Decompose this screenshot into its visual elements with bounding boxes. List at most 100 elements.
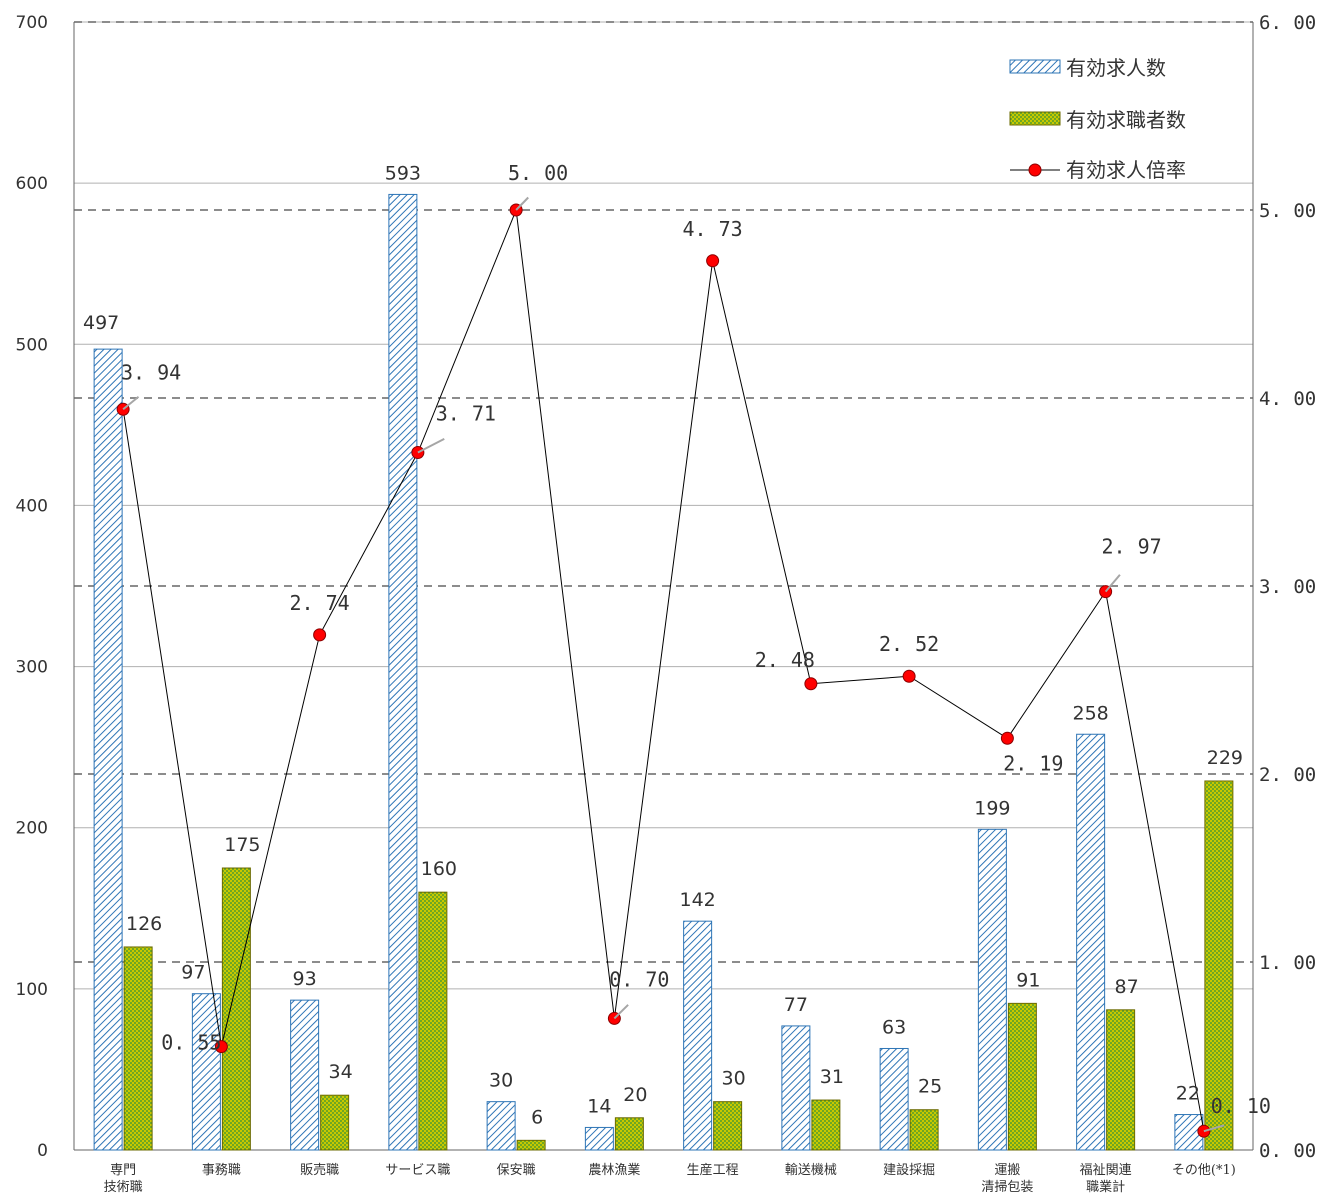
ratio-label: 0. 70 xyxy=(609,967,669,991)
right-tick-label: 6. 00 xyxy=(1259,12,1316,34)
legend-swatch-seekers xyxy=(1009,111,1061,126)
ratio-label-leader xyxy=(417,438,445,454)
x-category-label: 専門 xyxy=(110,1163,136,1178)
x-category-label: 技術職 xyxy=(104,1180,143,1195)
x-category-label: 清掃包装 xyxy=(981,1179,1033,1195)
ratio-point xyxy=(706,254,720,268)
bar-label-job-openings: 30 xyxy=(489,1070,513,1092)
legend-swatch-openings xyxy=(1009,59,1061,74)
ratio-label: 5. 00 xyxy=(508,161,568,185)
ratio-label-leader xyxy=(515,196,529,211)
bar-job-seekers xyxy=(713,1101,743,1151)
bar-label-job-openings: 93 xyxy=(293,968,317,990)
bar-label-job-seekers: 160 xyxy=(421,858,457,880)
bar-job-seekers xyxy=(418,891,448,1151)
ratio-label-leader xyxy=(122,396,140,411)
legend-label-ratio: 有効求人倍率 xyxy=(1066,158,1186,182)
bar-label-job-seekers: 34 xyxy=(329,1061,353,1083)
bar-job-openings xyxy=(781,1025,811,1151)
bar-job-openings xyxy=(191,993,221,1151)
ratio-point xyxy=(804,677,818,691)
bar-label-job-seekers: 91 xyxy=(1016,969,1040,991)
bar-job-seekers xyxy=(123,946,153,1151)
bar-job-openings xyxy=(584,1126,614,1151)
ratio-label: 2. 48 xyxy=(755,648,815,672)
bar-label-job-openings: 593 xyxy=(385,162,421,184)
ratio-polyline xyxy=(122,208,1205,1132)
x-category-label: 建設採掘 xyxy=(883,1162,935,1178)
data-labels: 497 97 93 593 30 14 142 77 63 199 258 22 126 175 34 160… xyxy=(83,161,1271,1133)
ratio-label-leader xyxy=(613,1004,629,1020)
bar-job-openings xyxy=(879,1047,909,1151)
x-category-label: その他(*1) xyxy=(1172,1163,1236,1178)
bar-label-job-seekers: 31 xyxy=(820,1066,844,1088)
x-category-label: 運搬 xyxy=(994,1163,1020,1178)
ratio-point xyxy=(313,628,327,642)
ratio-point xyxy=(214,1040,228,1054)
x-category-label: 農林漁業 xyxy=(588,1162,640,1178)
bar-job-seekers xyxy=(811,1099,841,1151)
left-tick-label: 700 xyxy=(16,13,48,33)
bar-job-seekers xyxy=(516,1139,546,1151)
gridlines xyxy=(74,21,1253,990)
bar-label-job-openings: 199 xyxy=(974,797,1010,819)
right-tick-label: 3. 00 xyxy=(1259,576,1316,598)
bar-label-job-seekers: 229 xyxy=(1207,747,1243,769)
bar-label-job-openings: 77 xyxy=(784,994,808,1016)
x-category-label: 生産工程 xyxy=(687,1162,739,1178)
right-tick-label: 0. 00 xyxy=(1259,1140,1316,1162)
ratio-point xyxy=(1000,731,1014,745)
bar-label-job-openings: 497 xyxy=(83,312,119,334)
bar-label-job-seekers: 20 xyxy=(623,1084,647,1106)
legend-marker-ratio xyxy=(1028,163,1042,177)
ratio-label-leader xyxy=(1104,574,1121,593)
bar-label-job-seekers: 175 xyxy=(224,834,260,856)
ratio-label: 2. 19 xyxy=(1003,751,1063,775)
ratio-label: 0. 10 xyxy=(1211,1094,1271,1118)
right-tick-label: 1. 00 xyxy=(1259,952,1316,974)
left-tick-label: 100 xyxy=(16,980,48,1000)
bar-job-openings xyxy=(388,193,418,1151)
bar-label-job-seekers: 6 xyxy=(531,1106,543,1128)
bar-job-openings xyxy=(1076,733,1106,1151)
right-tick-label: 4. 00 xyxy=(1259,388,1316,410)
left-tick-label: 500 xyxy=(16,335,48,355)
ratio-label: 2. 97 xyxy=(1102,535,1162,559)
legend-label-openings: 有効求人数 xyxy=(1066,56,1166,80)
ratio-label: 2. 52 xyxy=(879,632,939,656)
bar-label-job-openings: 14 xyxy=(587,1095,611,1117)
x-category-label: 販売職 xyxy=(300,1162,339,1178)
bar-job-seekers xyxy=(1106,1009,1136,1151)
bar-job-seekers xyxy=(1204,780,1234,1151)
x-category-label: 福祉関連 xyxy=(1080,1163,1132,1178)
ratio-label: 4. 73 xyxy=(683,217,743,241)
x-category-label: 事務職 xyxy=(202,1163,241,1178)
bar-job-seekers xyxy=(614,1117,644,1151)
bar-job-openings xyxy=(486,1101,516,1151)
bar-job-openings xyxy=(93,348,123,1151)
left-tick-label: 200 xyxy=(16,819,48,839)
left-tick-label: 600 xyxy=(16,174,48,194)
bar-job-openings xyxy=(683,920,713,1151)
left-tick-label: 0 xyxy=(37,1141,48,1161)
x-category-label: サービス職 xyxy=(385,1163,450,1178)
left-tick-label: 300 xyxy=(16,658,48,678)
bar-label-job-seekers: 87 xyxy=(1115,976,1139,998)
bar-job-seekers xyxy=(320,1094,350,1151)
x-category-label: 輸送機械 xyxy=(785,1163,837,1178)
bar-job-seekers xyxy=(221,867,251,1151)
bar-label-job-openings: 22 xyxy=(1176,1083,1200,1105)
bar-job-seekers xyxy=(1007,1002,1037,1151)
right-tick-label: 5. 00 xyxy=(1259,200,1316,222)
bar-label-job-openings: 63 xyxy=(882,1016,906,1038)
x-category-label: 職業計 xyxy=(1086,1179,1125,1195)
bar-label-job-openings: 97 xyxy=(181,962,205,984)
ratio-label: 0. 55 xyxy=(161,1031,221,1055)
right-tick-label: 2. 00 xyxy=(1259,764,1316,786)
x-category-label: 保安職 xyxy=(497,1163,536,1178)
ratio-label: 3. 71 xyxy=(436,402,496,426)
axes: 0 100 200 300 400 500 600 700 0. 00 1. 00 2. 00 3. … xyxy=(16,12,1317,1195)
bar-label-job-seekers: 126 xyxy=(126,913,162,935)
bar-label-job-openings: 142 xyxy=(679,889,715,911)
